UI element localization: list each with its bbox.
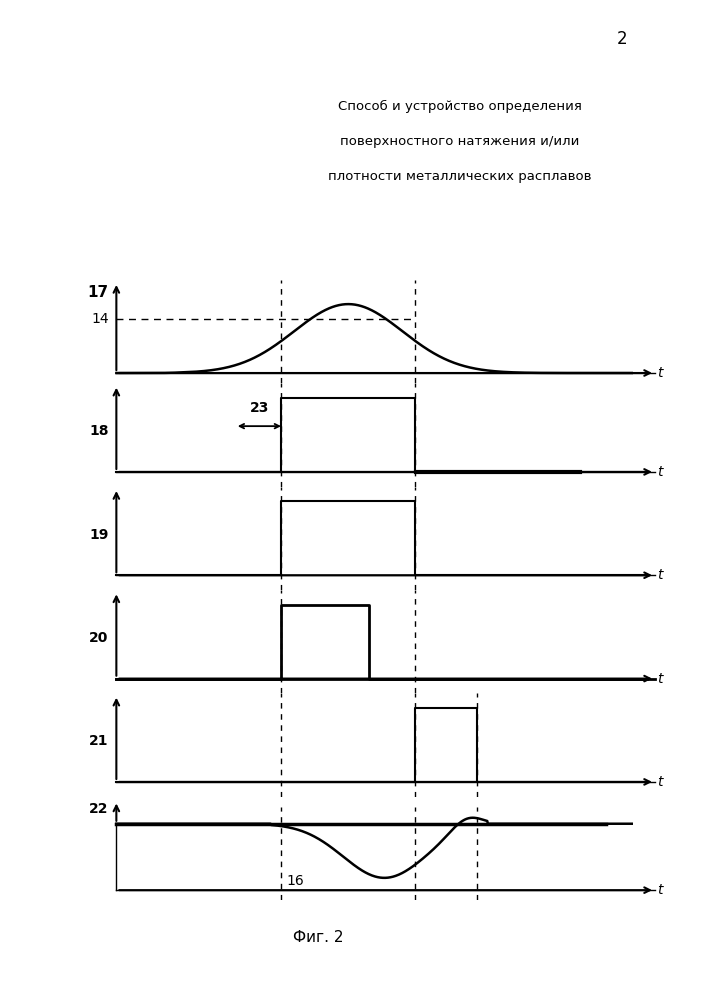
- Text: 14: 14: [91, 312, 109, 326]
- Text: 20: 20: [89, 631, 109, 645]
- Text: 23: 23: [250, 401, 269, 415]
- Text: Способ и устройство определения: Способ и устройство определения: [338, 100, 581, 113]
- Text: t: t: [658, 672, 663, 686]
- Text: t: t: [658, 883, 663, 897]
- Text: 17: 17: [88, 285, 109, 300]
- Text: 18: 18: [89, 424, 109, 438]
- Text: t: t: [658, 775, 663, 789]
- Text: поверхностного натяжения и/или: поверхностного натяжения и/или: [340, 135, 579, 148]
- Text: t: t: [658, 465, 663, 479]
- Text: 16: 16: [286, 874, 304, 888]
- Text: 22: 22: [89, 802, 109, 816]
- Text: t: t: [658, 366, 663, 380]
- Text: 21: 21: [89, 734, 109, 748]
- Text: t: t: [658, 568, 663, 582]
- Text: 19: 19: [89, 528, 109, 542]
- Text: плотности металлических расплавов: плотности металлических расплавов: [328, 170, 591, 183]
- Text: 2: 2: [617, 30, 628, 48]
- Text: Фиг. 2: Фиг. 2: [293, 930, 344, 945]
